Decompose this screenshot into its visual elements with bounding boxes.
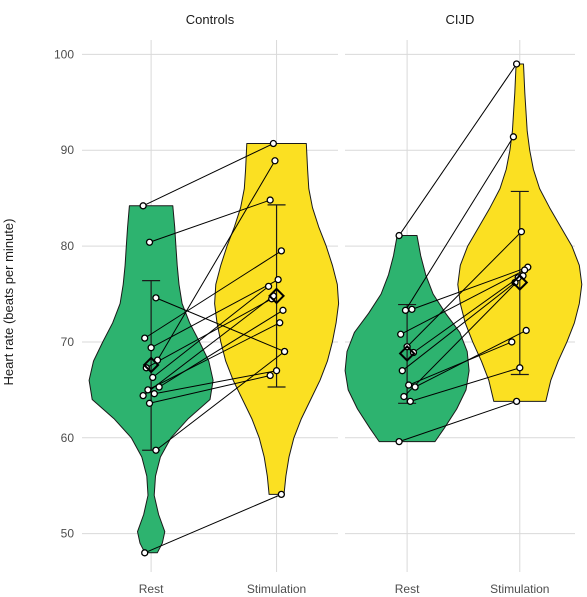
pair-line — [152, 285, 269, 378]
x-tick-label: Stimulation — [490, 582, 549, 596]
data-point-stimulation — [274, 275, 282, 284]
data-point-rest — [395, 231, 403, 240]
data-point-stimulation — [508, 338, 516, 346]
data-point-rest — [145, 238, 154, 246]
data-point-stimulation — [271, 157, 279, 165]
pair-line — [401, 282, 516, 372]
data-point-rest — [139, 202, 147, 210]
pair-line — [154, 370, 277, 395]
data-point-stimulation — [279, 306, 287, 314]
pair-line — [142, 295, 274, 397]
pair-line — [400, 269, 525, 335]
facet-title: Controls — [186, 12, 235, 27]
pair-line — [403, 275, 524, 397]
pair-line — [413, 277, 519, 353]
y-axis-title: Heart rate (beats per minute) — [1, 219, 16, 386]
data-point-rest — [152, 294, 160, 302]
pair-line — [144, 250, 282, 339]
data-point-rest — [406, 397, 414, 406]
data-point-stimulation — [272, 367, 281, 375]
facet-title: CIJD — [446, 12, 475, 27]
data-point-rest — [405, 381, 413, 389]
data-point-stimulation — [266, 371, 274, 380]
data-point-rest — [149, 373, 157, 382]
pair-line — [147, 322, 280, 391]
mean-marker — [511, 274, 529, 291]
labels: Heart rate (beats per minute) 50 60 70 80 90… — [1, 12, 549, 596]
data-point-stimulation — [516, 364, 524, 372]
data-point-stimulation — [280, 347, 289, 356]
y-tick-label: 90 — [61, 143, 75, 157]
data-point-rest — [400, 392, 408, 401]
x-tick-label: Rest — [139, 582, 164, 596]
y-tick-label: 80 — [61, 239, 75, 253]
pair-line — [414, 329, 527, 388]
data-point-rest — [408, 305, 416, 314]
pair-line — [142, 143, 274, 207]
data-point-rest — [401, 306, 410, 314]
data-point-stimulation — [269, 139, 278, 148]
data-point-rest — [147, 344, 155, 352]
data-point-stimulation — [276, 319, 284, 327]
data-point-rest — [152, 446, 160, 454]
data-point-stimulation — [512, 397, 521, 406]
data-point-stimulation — [517, 228, 526, 236]
data-point-rest — [411, 383, 419, 391]
pair-line — [144, 493, 282, 554]
violins — [88, 63, 583, 554]
paired-lines — [142, 63, 528, 554]
data-point-stimulation — [277, 490, 286, 499]
pair-line — [405, 136, 514, 311]
x-tick-label: Stimulation — [247, 582, 306, 596]
pair-line — [150, 279, 279, 349]
pair-line — [411, 266, 528, 310]
pair-line — [149, 199, 271, 243]
data-point-stimulation — [266, 196, 274, 204]
data-point-rest — [150, 390, 158, 398]
x-tick-label: Rest — [395, 582, 420, 596]
pair-line — [410, 367, 520, 402]
pair-line — [149, 375, 271, 404]
data-point-rest — [139, 391, 147, 400]
data-point-rest — [395, 437, 403, 446]
y-tick-label: 70 — [61, 335, 75, 349]
data-point-rest — [145, 399, 154, 407]
pair-line — [398, 63, 518, 236]
mean-marker — [398, 345, 416, 362]
data-point-rest — [155, 383, 163, 391]
data-point-stimulation — [277, 247, 286, 255]
data-point-rest — [141, 334, 149, 342]
y-tick-label: 50 — [61, 527, 75, 541]
y-tick-label: 100 — [54, 47, 74, 61]
pair-line — [157, 160, 276, 361]
y-tick-label: 60 — [61, 431, 75, 445]
pair-line — [406, 231, 522, 348]
mean-marker — [142, 356, 160, 374]
pair-line — [155, 351, 285, 451]
data-point-stimulation — [509, 133, 518, 141]
data-point-rest — [144, 386, 152, 394]
data-point-rest — [397, 330, 405, 338]
data-point-rest — [141, 549, 149, 557]
data-point-stimulation — [520, 266, 529, 274]
mean-marker — [268, 287, 285, 305]
data-point-stimulation — [512, 60, 521, 68]
data-point-stimulation — [522, 326, 530, 335]
pair-line — [398, 400, 517, 443]
mean-markers — [142, 274, 529, 374]
data-point-rest — [398, 367, 406, 375]
data-point-stimulation — [264, 282, 273, 290]
